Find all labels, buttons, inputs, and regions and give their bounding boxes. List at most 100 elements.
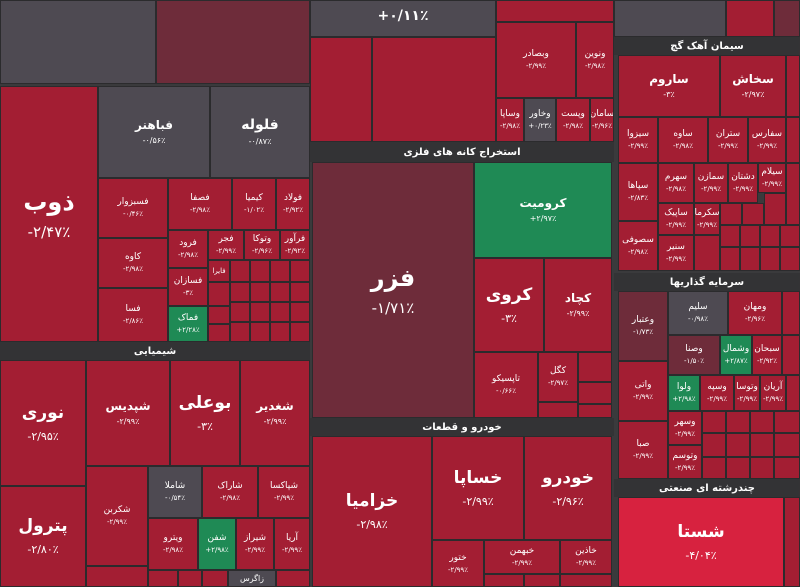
tile-kroui[interactable]: کروی -۳٪: [474, 258, 544, 352]
tile-top-mid[interactable]: +۰/۱۱٪: [310, 0, 496, 37]
tile-vasiye[interactable]: وسپه -۲/۹۹٪: [700, 375, 734, 411]
treemap-tile[interactable]: [720, 247, 740, 271]
tile-foloole[interactable]: فلوله -۰/۸۷٪: [210, 86, 310, 178]
tile-sentir[interactable]: سنیر -۲/۹۹٪: [658, 235, 694, 271]
tile-sizva[interactable]: سیزوا -۲/۹۹٪: [618, 117, 658, 163]
tile-vebsader[interactable]: وبصادر -۲/۹۹٪: [496, 22, 576, 98]
tile-shamla[interactable]: شاملا -۰/۵۴٪: [148, 466, 202, 518]
treemap-tile[interactable]: [86, 566, 148, 587]
treemap-tile[interactable]: [740, 247, 760, 271]
tile-fesfa[interactable]: فصفا -۲/۹۸٪: [168, 178, 232, 230]
treemap-tile[interactable]: [250, 282, 270, 302]
tile-fajr[interactable]: فجر -۲/۹۹٪: [208, 230, 244, 260]
tile-saman[interactable]: سامان -۲/۹۶٪: [590, 98, 614, 142]
tile-sarom[interactable]: ساروم -۳٪: [618, 55, 720, 117]
tile-tapsiko[interactable]: تاپسیکو -۰/۶۶٪: [474, 352, 538, 418]
treemap-tile[interactable]: [0, 0, 156, 84]
tile-shiraz[interactable]: شیراز -۲/۹۹٪: [236, 518, 274, 570]
tile-sahrm[interactable]: سهرم -۲/۹۸٪: [658, 163, 694, 203]
treemap-tile[interactable]: [250, 322, 270, 342]
tile-shasta[interactable]: شستا -۴/۰۴٪: [618, 497, 784, 587]
tile-shekarbon[interactable]: شکربن -۲/۹۹٪: [86, 466, 148, 566]
treemap-tile[interactable]: [496, 0, 614, 22]
tile-seylam[interactable]: سیلام -۲/۹۹٪: [758, 163, 786, 193]
tile-zob[interactable]: ذوب -۲/۴۷٪: [0, 86, 98, 342]
tile-ferood[interactable]: فرود -۲/۹۸٪: [168, 230, 208, 268]
treemap-tile[interactable]: [560, 574, 612, 587]
tile-saba[interactable]: صبا -۲/۹۹٪: [618, 421, 668, 479]
tile-vtusam[interactable]: وتوسم -۲/۹۹٪: [668, 445, 702, 479]
treemap-tile[interactable]: [774, 411, 800, 433]
tile-vasna[interactable]: وصنا -۱/۵۰٪: [668, 335, 720, 375]
treemap-tile[interactable]: [148, 570, 178, 587]
tile-shghadir[interactable]: شغدیر -۲/۹۹٪: [240, 360, 310, 466]
treemap-tile[interactable]: [538, 402, 578, 418]
tile-sefares[interactable]: سفارس -۲/۹۹٪: [748, 117, 786, 163]
treemap-tile[interactable]: [702, 411, 726, 433]
tile-vaetebar[interactable]: وعتبار -۱/۷۳٪: [618, 291, 668, 361]
treemap-tile[interactable]: [750, 433, 774, 457]
tile-vist[interactable]: وپست -۲/۹۸٪: [556, 98, 590, 142]
treemap-tile[interactable]: [784, 497, 800, 587]
tile-shafan[interactable]: شفن +۲/۹۸٪: [198, 518, 236, 570]
tile-vonovin[interactable]: ونوین -۲/۹۸٪: [576, 22, 614, 98]
tile-khbahman[interactable]: خبهمن -۲/۹۹٪: [484, 540, 560, 574]
treemap-tile[interactable]: [270, 322, 290, 342]
treemap-tile[interactable]: [726, 0, 774, 37]
tile-khsapa[interactable]: خساپا -۲/۹۹٪: [432, 436, 524, 540]
treemap-tile[interactable]: [720, 225, 740, 247]
tile-khzamia[interactable]: خزامیا -۲/۹۸٪: [312, 436, 432, 587]
treemap-tile[interactable]: [764, 193, 786, 225]
treemap-tile[interactable]: [276, 570, 310, 587]
treemap-tile[interactable]: [156, 0, 310, 84]
tile-sava[interactable]: ساوه -۲/۹۸٪: [658, 117, 708, 163]
tile-vshmal[interactable]: وشمال +۲/۸۷٪: [720, 335, 752, 375]
tile-vatoka[interactable]: وتوکا -۲/۹۶٪: [244, 230, 280, 260]
tile-kimia[interactable]: کیمیا -۱/۰۲٪: [232, 178, 276, 230]
treemap-tile[interactable]: [270, 302, 290, 322]
tile-arian[interactable]: آریان -۲/۹۹٪: [760, 375, 786, 411]
tile-vmahan[interactable]: ومهان -۲/۹۶٪: [728, 291, 782, 335]
tile-kave[interactable]: کاوه -۲/۹۸٪: [98, 238, 168, 288]
treemap-tile[interactable]: [290, 260, 310, 282]
treemap-tile[interactable]: [230, 322, 250, 342]
treemap-tile[interactable]: [202, 570, 228, 587]
treemap-tile[interactable]: [760, 247, 780, 271]
treemap-tile[interactable]: [774, 0, 800, 37]
treemap-tile[interactable]: [178, 570, 202, 587]
tile-saapik[interactable]: ساپیک -۲/۹۹٪: [658, 203, 694, 235]
tile-faravar[interactable]: فرآور -۲/۹۲٪: [280, 230, 310, 260]
tile-sasufa[interactable]: سصوفی -۲/۹۸٪: [618, 221, 658, 271]
tile-vekhavar[interactable]: وخاور +۰/۲۳٪: [524, 98, 556, 142]
treemap-tile[interactable]: [230, 260, 250, 282]
tile-petrol[interactable]: پترول -۲/۸۰٪: [0, 486, 86, 587]
treemap-tile[interactable]: [290, 302, 310, 322]
treemap-tile[interactable]: [230, 302, 250, 322]
treemap-tile[interactable]: [578, 382, 612, 404]
treemap-tile[interactable]: [230, 282, 250, 302]
tile-fsabzevar[interactable]: فسبزوار -۰/۴۶٪: [98, 178, 168, 238]
treemap-tile[interactable]: [760, 225, 780, 247]
tile-samazan[interactable]: سمازن -۲/۹۹٪: [694, 163, 728, 203]
tile-sharak[interactable]: شاراک -۲/۹۸٪: [202, 466, 258, 518]
treemap-tile[interactable]: [786, 375, 800, 411]
treemap-tile[interactable]: [786, 163, 800, 225]
treemap-tile[interactable]: [750, 457, 774, 479]
tile-sakhash[interactable]: سخاش -۲/۹۷٪: [720, 55, 786, 117]
treemap-tile[interactable]: [372, 37, 496, 142]
tile-zagros[interactable]: زاگرس: [228, 570, 276, 587]
tile-foulad[interactable]: فولاد -۲/۹۲٪: [276, 178, 310, 230]
treemap-tile[interactable]: [782, 291, 800, 335]
tile-khadin[interactable]: خاذین -۲/۹۹٪: [560, 540, 612, 574]
treemap-tile[interactable]: [786, 55, 800, 117]
treemap-tile[interactable]: [578, 404, 612, 418]
tile-salim[interactable]: سلیم -۰/۹۸٪: [668, 291, 728, 335]
treemap-tile[interactable]: [250, 260, 270, 282]
treemap-tile[interactable]: [782, 335, 800, 375]
treemap-tile[interactable]: [726, 411, 750, 433]
tile-vesapa[interactable]: وساپا -۲/۹۸٪: [496, 98, 524, 142]
tile-fazar[interactable]: فزر -۱/۷۱٪: [312, 162, 474, 418]
tile-vsahar[interactable]: وسهر -۲/۹۹٪: [668, 411, 702, 445]
tile-dashtan[interactable]: دشتان -۲/۹۹٪: [728, 163, 758, 203]
tile-kegol[interactable]: کگل -۲/۹۷٪: [538, 352, 578, 402]
